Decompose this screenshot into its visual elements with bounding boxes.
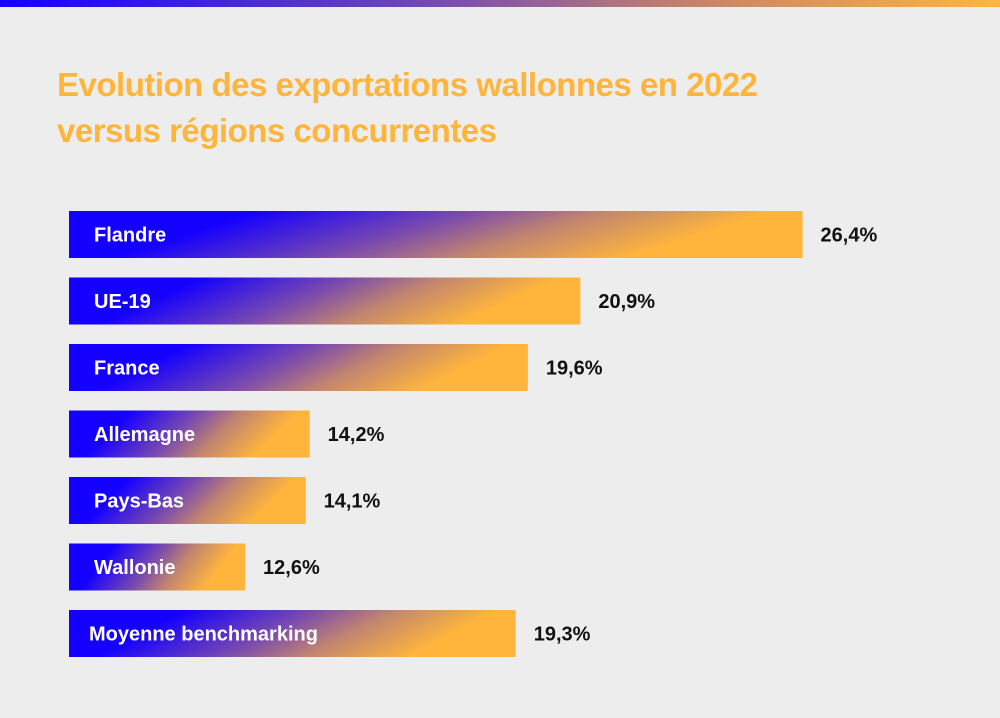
- value-label: 19,3%: [534, 624, 591, 646]
- bar-wallonie: [69, 543, 246, 591]
- bar-flandre: [69, 211, 803, 258]
- bar-moyenne-benchmarking: [69, 610, 516, 657]
- value-label: 19,6%: [546, 358, 603, 380]
- bars-group: Flandre 26,4% UE-19 20,9% France 19,6% Allemag…: [69, 211, 877, 657]
- category-label: Pays-Bas: [94, 491, 184, 513]
- top-gradient-bar: [0, 0, 1000, 7]
- chart-title: Evolution des exportations wallonnes en …: [57, 66, 758, 149]
- category-label: Allemagne: [94, 424, 195, 446]
- value-label: 14,2%: [328, 424, 385, 446]
- bar-france: [69, 344, 528, 391]
- value-label: 26,4%: [821, 225, 878, 247]
- value-label: 14,1%: [324, 491, 381, 513]
- value-label: 20,9%: [598, 291, 655, 313]
- bar-pays-bas: [69, 477, 306, 524]
- value-label: 12,6%: [263, 557, 320, 579]
- category-label: UE-19: [94, 291, 151, 313]
- bar-ue-19: [69, 277, 581, 325]
- category-label: Flandre: [94, 225, 166, 247]
- category-label: France: [94, 358, 160, 380]
- bar-allemagne: [69, 410, 310, 458]
- category-label: Moyenne benchmarking: [89, 624, 318, 646]
- category-label: Wallonie: [94, 557, 175, 579]
